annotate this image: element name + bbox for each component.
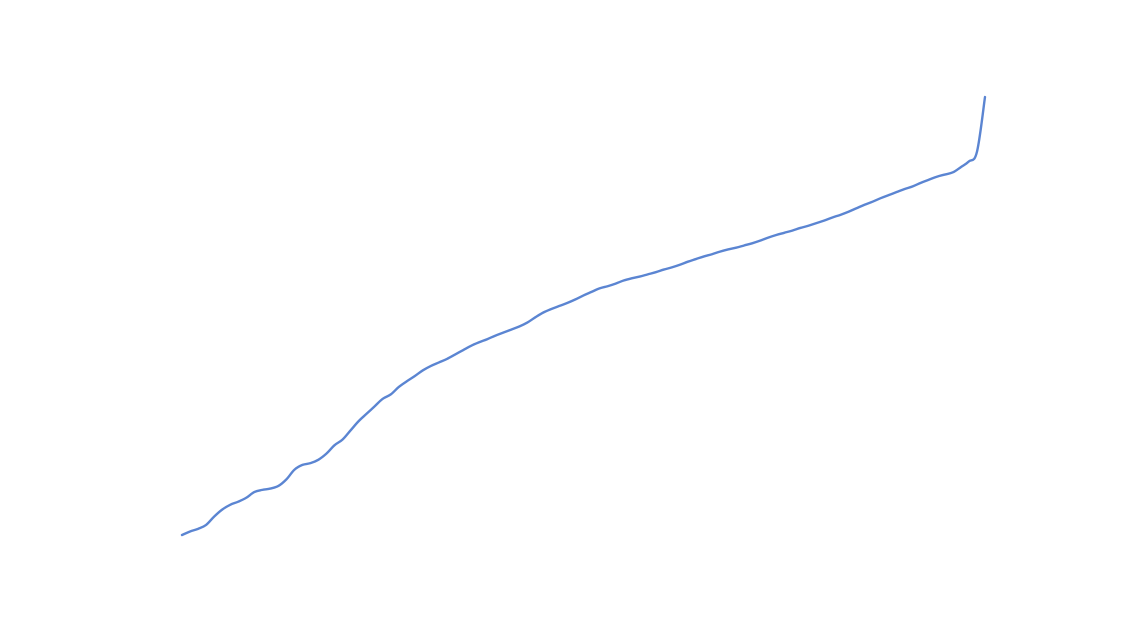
plot-area xyxy=(180,95,987,537)
series-line-0 xyxy=(180,95,987,537)
